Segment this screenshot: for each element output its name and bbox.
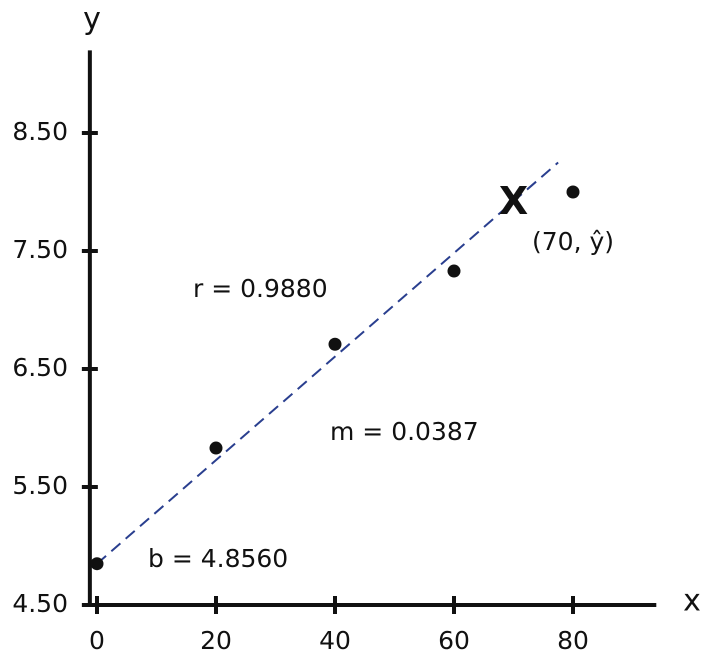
x-tick-label: 0	[89, 626, 105, 655]
x-tick-label: 80	[557, 626, 589, 655]
marker-annotation: (70, ŷ)	[532, 227, 614, 256]
annotation: m = 0.0387	[330, 417, 479, 446]
fit-line	[96, 161, 559, 565]
estimate-marker: X	[499, 179, 528, 223]
y-tick-label: 6.50	[12, 353, 68, 382]
data-point	[328, 337, 342, 351]
x-tick-label: 40	[319, 626, 351, 655]
y-tick-label: 7.50	[12, 235, 68, 264]
data-point	[209, 441, 223, 455]
data-point	[566, 185, 580, 199]
y-tick-label: 4.50	[12, 589, 68, 618]
y-tick-label: 5.50	[12, 471, 68, 500]
y-axis-label: y	[83, 2, 101, 37]
annotation: b = 4.8560	[148, 544, 288, 573]
data-point	[447, 264, 461, 278]
annotation: r = 0.9880	[193, 274, 328, 303]
x-tick-label: 20	[200, 626, 232, 655]
x-axis-label: x	[683, 584, 701, 619]
y-tick-label: 8.50	[12, 117, 68, 146]
x-tick-label: 60	[438, 626, 470, 655]
data-point	[90, 557, 104, 571]
